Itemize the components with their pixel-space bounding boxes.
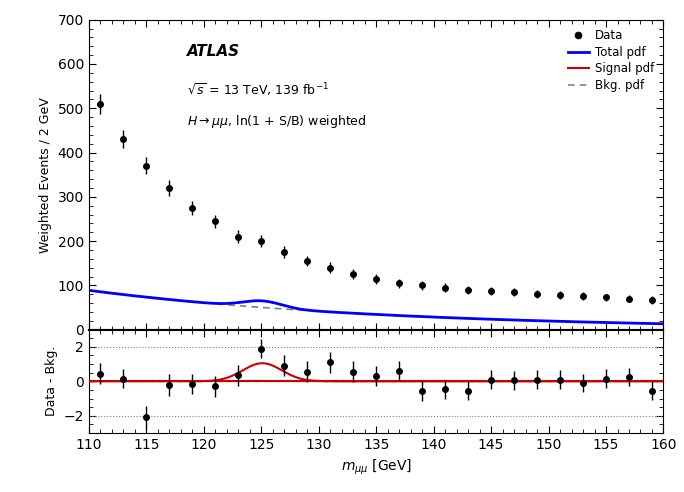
- Total pdf: [85, 287, 93, 293]
- Y-axis label: Weighted Events / 2 GeV: Weighted Events / 2 GeV: [39, 97, 52, 252]
- Text: ATLAS: ATLAS: [187, 44, 239, 60]
- Bkg. pdf: [396, 312, 404, 318]
- Total pdf: [555, 318, 564, 324]
- Text: $\sqrt{s}$ = 13 TeV, 139 fb$^{-1}$: $\sqrt{s}$ = 13 TeV, 139 fb$^{-1}$: [187, 82, 329, 99]
- Y-axis label: Data - Bkg.: Data - Bkg.: [45, 346, 58, 417]
- Legend: Data, Total pdf, Signal pdf, Bkg. pdf: Data, Total pdf, Signal pdf, Bkg. pdf: [564, 26, 657, 95]
- Total pdf: [427, 314, 435, 320]
- Total pdf: [361, 311, 369, 317]
- Total pdf: [358, 311, 366, 317]
- Line: Total pdf: Total pdf: [89, 290, 663, 324]
- Bkg. pdf: [659, 321, 668, 327]
- Bkg. pdf: [358, 311, 366, 317]
- Text: $H \rightarrow \mu\mu$, ln(1 + S/B) weighted: $H \rightarrow \mu\mu$, ln(1 + S/B) weig…: [187, 113, 366, 130]
- Total pdf: [646, 320, 654, 326]
- Bkg. pdf: [427, 314, 435, 320]
- Bkg. pdf: [361, 311, 369, 317]
- Total pdf: [659, 321, 668, 327]
- Total pdf: [396, 312, 404, 318]
- Line: Bkg. pdf: Bkg. pdf: [89, 290, 663, 324]
- Bkg. pdf: [85, 287, 93, 293]
- X-axis label: $m_{\mu\mu}$ [GeV]: $m_{\mu\mu}$ [GeV]: [341, 458, 412, 477]
- Bkg. pdf: [646, 320, 654, 326]
- Bkg. pdf: [555, 318, 564, 324]
